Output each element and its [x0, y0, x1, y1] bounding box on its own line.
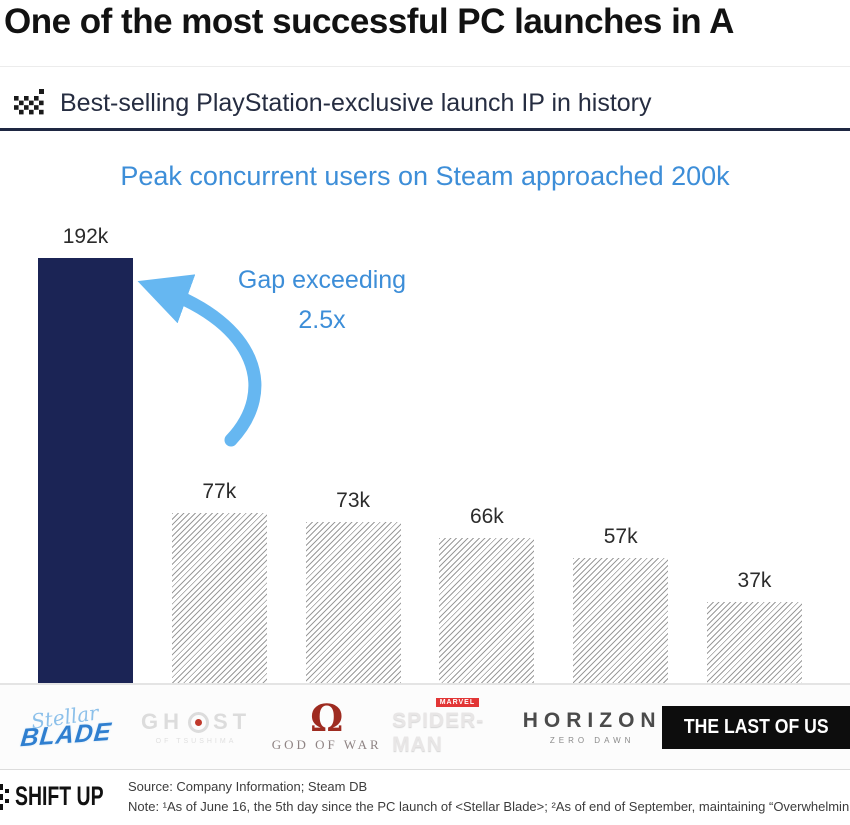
- bar-value-label: 77k: [202, 480, 237, 503]
- ghost-sun-icon: [187, 711, 209, 733]
- logo-horizon-zero-dawn: HORIZON ZERO DAWN: [523, 685, 662, 769]
- bar-value-label: 73k: [336, 489, 371, 512]
- bar-value-label: 37k: [737, 569, 772, 592]
- logo-stellar-blade: Stellar BLADE: [0, 685, 131, 769]
- chart-baseline: [0, 683, 850, 685]
- bar-group-stellar-blade: 192k: [38, 225, 133, 684]
- shift-up-text: SHIFT UP: [15, 781, 104, 811]
- bar-horizon-zero-dawn: [573, 558, 669, 684]
- logo-ghost-of-tsushima: GH ST OF TSUSHIMA: [131, 685, 262, 769]
- subtitle-row: Best-selling PlayStation-exclusive launc…: [12, 89, 652, 118]
- god-of-war-omega-icon: Ω: [310, 695, 344, 740]
- horizon-subtitle: ZERO DAWN: [549, 736, 635, 745]
- god-of-war-text: GOD OF WAR: [271, 737, 382, 753]
- source-note-block: Source: Company Information; Steam DB No…: [128, 777, 849, 816]
- shift-up-mark-icon: [0, 783, 9, 810]
- shift-up-logo: SHIFT UP: [0, 781, 138, 812]
- bar-group-god-of-war: 73k: [305, 489, 401, 684]
- ghost-subtitle: OF TSUSHIMA: [155, 738, 237, 745]
- the-last-of-us-box: THE LAST OF US: [661, 705, 850, 749]
- subtitle: Best-selling PlayStation-exclusive launc…: [60, 89, 652, 117]
- logo-god-of-war: Ω GOD OF WAR: [261, 685, 392, 769]
- bar-value-label: 66k: [469, 505, 504, 528]
- marvel-badge: MARVEL: [435, 697, 480, 707]
- bar-stellar-blade: [38, 258, 133, 684]
- the-last-of-us-text: THE LAST OF US: [683, 715, 829, 738]
- bar-group-marvel-s-spider-man: 66k: [439, 505, 535, 684]
- horizon-text: HORIZON: [522, 709, 662, 732]
- subtitle-underline: [0, 128, 850, 131]
- bar-value-label: 192k: [62, 225, 109, 248]
- bar-marvel-s-spider-man: [439, 538, 535, 684]
- bar-ghost-of-tsushima: [171, 513, 267, 684]
- bar-god-of-war: [305, 522, 401, 684]
- gap-annotation: Gap exceeding 2.5x: [222, 260, 422, 340]
- top-divider: [0, 66, 850, 67]
- game-logo-band: Stellar BLADE GH ST OF TSUSHIMA Ω GOD OF…: [0, 685, 850, 769]
- bar-group-horizon-zero-dawn: 57k: [573, 525, 669, 684]
- curved-arrow-icon: [137, 274, 262, 447]
- logo-spider-man: MARVEL SPIDER-MAN: [392, 685, 523, 769]
- ghost-text-post: ST: [212, 709, 252, 734]
- page-title: One of the most successful PC launches i…: [4, 2, 734, 41]
- note-line: Note: ¹As of June 16, the 5th day since …: [128, 798, 850, 814]
- logo-the-last-of-us: THE LAST OF US: [661, 685, 850, 769]
- checkered-flag-icon: [12, 89, 46, 118]
- stellar-blade-title-text: BLADE: [19, 717, 113, 752]
- ghost-text-pre: GH: [140, 709, 184, 734]
- source-line: Source: Company Information; Steam DB: [128, 779, 368, 794]
- bars: 192k 77k 73k 66k 57k 37k: [38, 204, 802, 684]
- chart-title: Peak concurrent users on Steam approache…: [120, 161, 730, 191]
- footer-divider: [0, 769, 850, 770]
- bar-the-last-of-us: [706, 602, 802, 684]
- bar-group-the-last-of-us: 37k: [706, 569, 802, 684]
- bar-value-label: 57k: [603, 525, 638, 548]
- bar-group-ghost-of-tsushima: 77k: [171, 480, 267, 684]
- gap-annotation-line1: Gap exceeding: [237, 266, 407, 294]
- gap-annotation-line2: 2.5x: [298, 306, 346, 334]
- spider-man-text: SPIDER-MAN: [392, 708, 485, 756]
